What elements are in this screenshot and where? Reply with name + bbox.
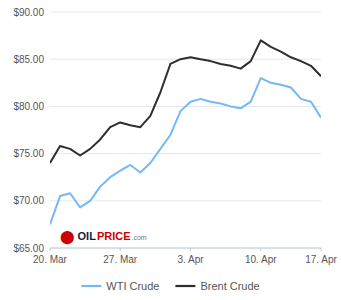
- y-grid: [50, 12, 321, 248]
- legend-label: Brent Crude: [200, 280, 259, 292]
- x-tick: [190, 248, 191, 251]
- y-tick-label: $80.00: [13, 101, 44, 112]
- legend-swatch: [175, 285, 195, 287]
- y-tick-label: $70.00: [13, 195, 44, 206]
- x-tick-label: 17. Apr: [305, 254, 337, 265]
- grid-line: [50, 248, 321, 249]
- lines: [50, 40, 321, 224]
- legend-item: Brent Crude: [175, 280, 259, 292]
- x-tick-label: 3. Apr: [177, 254, 204, 265]
- legend-label: WTI Crude: [106, 280, 159, 292]
- y-tick-label: $90.00: [13, 7, 44, 18]
- legend-swatch: [81, 285, 101, 287]
- annotation: .com: [132, 234, 147, 241]
- chart: $65.00 $70.00 $75.00 $80.00 $85.00 $90.00 20. …: [0, 0, 341, 300]
- grid-line: [50, 12, 321, 13]
- x-tick-label: 27. Mar: [103, 254, 138, 265]
- annotation: PRICE: [97, 230, 131, 242]
- annotation: ⬤: [60, 229, 75, 245]
- series-line: [50, 78, 321, 224]
- legend-item: WTI Crude: [81, 280, 159, 292]
- grid-line: [50, 153, 321, 154]
- x-axis-line: [50, 248, 321, 249]
- x-tick: [260, 248, 261, 251]
- y-tick-label: $75.00: [13, 148, 44, 159]
- y-tick-label: $65.00: [13, 243, 44, 254]
- y-tick-label: $85.00: [13, 54, 44, 65]
- legend: WTI Crude Brent Crude: [81, 280, 259, 292]
- series-line: [50, 40, 321, 163]
- annotation: OIL: [78, 230, 97, 242]
- x-tick-label: 10. Apr: [245, 254, 277, 265]
- x-tick-label: 20. Mar: [33, 254, 68, 265]
- x-tick: [50, 248, 51, 251]
- x-tick: [321, 248, 322, 251]
- x-tick: [120, 248, 121, 251]
